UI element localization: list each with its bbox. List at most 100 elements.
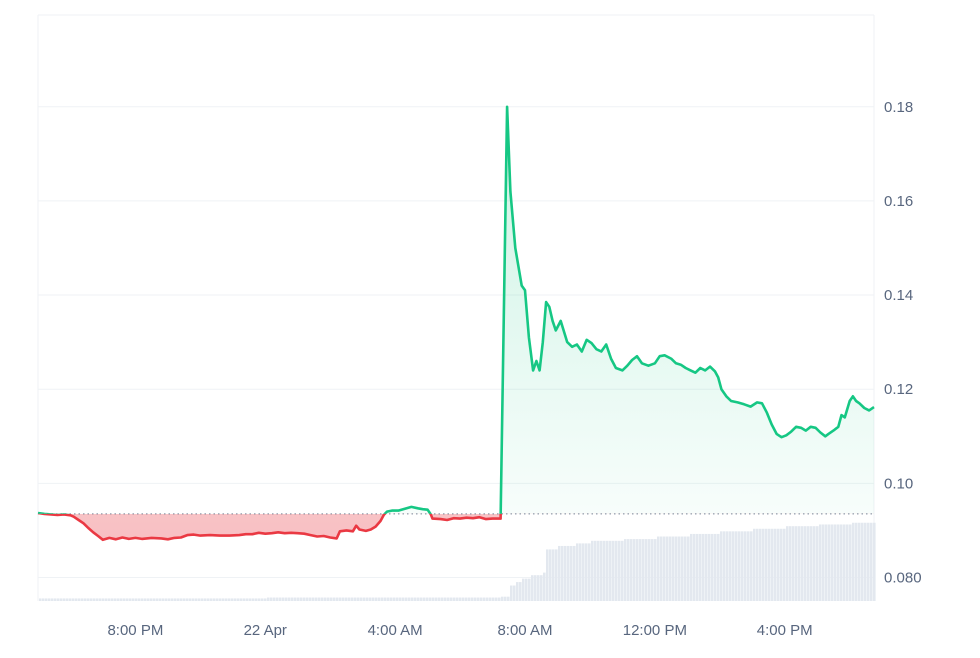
volume-bar [42,598,45,601]
volume-bar [468,597,471,601]
price-area [38,106,874,540]
volume-bar [300,597,303,601]
volume-bar [507,596,510,601]
volume-bar [822,524,825,601]
volume-bar [48,598,51,601]
volume-bar [672,536,675,601]
y-tick-label: 0.18 [884,99,913,116]
volume-bar [849,524,852,601]
volume-bar [516,582,519,601]
volume-bar [585,543,588,601]
volume-bar [654,539,657,601]
volume-bar [267,597,270,601]
volume-bar [420,597,423,601]
volume-bar [312,597,315,601]
volume-bar [384,597,387,601]
volume-bar [417,597,420,601]
volume-bar [78,598,81,601]
volume-bar [447,597,450,601]
volume-bar [630,539,633,601]
volume-bar [324,597,327,601]
volume-bar [246,598,249,601]
volume-bar [570,545,573,601]
volume-bar [336,597,339,601]
volume-bar [510,585,513,601]
volume-bar [159,598,162,601]
volume-bar [801,526,804,601]
price-line [37,105,875,542]
volume-bar [213,598,216,601]
x-tick-label: 8:00 AM [497,622,552,639]
volume-bar [141,598,144,601]
volume-bar [765,528,768,601]
volume-bar [198,598,201,601]
volume-bar [51,598,54,601]
volume-bar [150,598,153,601]
volume-bar [360,597,363,601]
volume-bar [81,598,84,601]
volume-bar [840,524,843,601]
volume-bar [504,596,507,601]
volume-bar [714,533,717,601]
volume-bar [642,539,645,601]
volume-bar [486,597,489,601]
volume-bar [144,598,147,601]
y-tick-label: 0.10 [884,475,913,492]
volume-bar [498,597,501,601]
volume-bar [558,545,561,601]
volume-bar [453,597,456,601]
volume-bar [741,531,744,601]
volume-bar [225,598,228,601]
volume-bar [564,545,567,601]
volume-bar [696,533,699,601]
volume-bar [60,598,63,601]
volume-bar [651,539,654,601]
volume-bar [843,524,846,601]
volume-bar [249,598,252,601]
x-tick-label: 22 Apr [244,622,287,639]
volume-bar [429,597,432,601]
volume-bar [87,598,90,601]
volume-bar [699,533,702,601]
volume-bar [675,536,678,601]
volume-bar [315,597,318,601]
volume-bar [867,522,870,601]
volume-bar [621,540,624,601]
volume-bar [768,528,771,601]
volume-bar [72,598,75,601]
volume-bar [108,598,111,601]
volume-bar [483,597,486,601]
volume-bar [489,597,492,601]
volume-bar [456,597,459,601]
volume-bar [729,531,732,601]
volume-bar [405,597,408,601]
volume-bar [546,549,549,601]
volume-bar [282,597,285,601]
volume-bar [555,549,558,601]
volume-bar [414,597,417,601]
volume-bar [873,522,876,601]
volume-bar [855,522,858,601]
volume-bar [306,597,309,601]
volume-bar [153,598,156,601]
volume-bar [120,598,123,601]
volume-bar [480,597,483,601]
volume-bar [522,578,525,601]
volume-bar [135,598,138,601]
volume-bar [633,539,636,601]
x-tick-label: 12:00 PM [623,622,687,639]
volume-bar [492,597,495,601]
volume-bar [723,531,726,601]
volume-bar [210,598,213,601]
volume-bar [366,597,369,601]
y-tick-label: 0.080 [884,569,922,586]
volume-bar [474,597,477,601]
volume-bar [783,528,786,601]
volume-bar [171,598,174,601]
volume-bar [795,526,798,601]
volume-bar [309,597,312,601]
volume-bar [39,598,42,601]
volume-bar [669,536,672,601]
